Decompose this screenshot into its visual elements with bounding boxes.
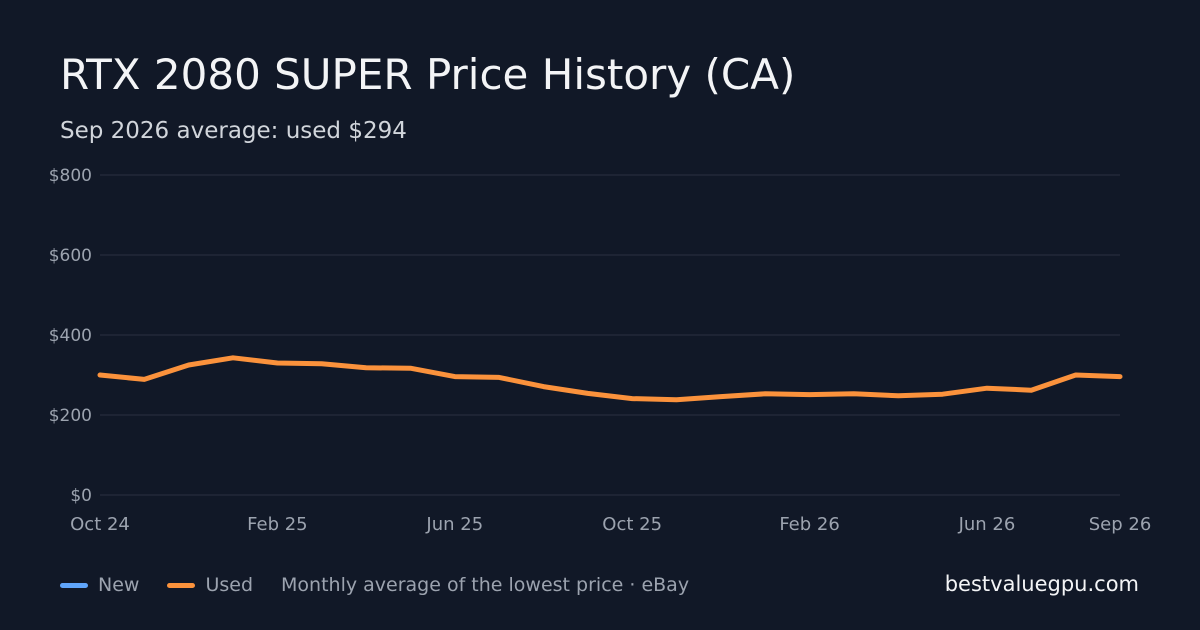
y-tick-label: $0: [70, 486, 92, 506]
x-tick-label: Feb 26: [779, 514, 840, 535]
chart-subtitle: Sep 2026 average: used $294: [60, 118, 407, 144]
x-tick-label: Jun 26: [958, 514, 1016, 535]
y-tick-label: $400: [49, 326, 92, 346]
x-tick-label: Jun 25: [425, 514, 483, 535]
x-tick-label: Sep 26: [1089, 514, 1152, 535]
series-line-used: [97, 355, 1123, 403]
x-tick-label: Feb 25: [247, 514, 308, 535]
y-axis-ticks: $0 $200 $400 $600 $800: [49, 166, 92, 506]
legend-label-new: New: [98, 574, 140, 596]
site-brand[interactable]: bestvaluegpu.com: [944, 572, 1139, 596]
series-lines: [97, 355, 1123, 403]
grid-lines: [100, 174, 1120, 496]
legend-swatch-used: [167, 582, 196, 588]
x-axis-ticks: Oct 24 Feb 25 Jun 25 Oct 25 Feb 26 Jun 26 Sep …: [70, 514, 1151, 535]
x-tick-label: Oct 24: [70, 514, 130, 535]
legend-item-used[interactable]: Used: [167, 574, 253, 596]
legend: New Used Monthly average of the lowest p…: [60, 574, 689, 596]
legend-note: Monthly average of the lowest price · eB…: [281, 574, 690, 596]
legend-label-used: Used: [205, 574, 254, 596]
chart-title: RTX 2080 SUPER Price History (CA): [60, 50, 796, 99]
legend-item-new[interactable]: New: [60, 574, 139, 596]
y-tick-label: $800: [49, 166, 92, 186]
y-tick-label: $200: [49, 406, 92, 426]
y-tick-label: $600: [49, 246, 92, 266]
legend-swatch-new: [60, 582, 88, 588]
x-tick-label: Oct 25: [602, 514, 662, 535]
